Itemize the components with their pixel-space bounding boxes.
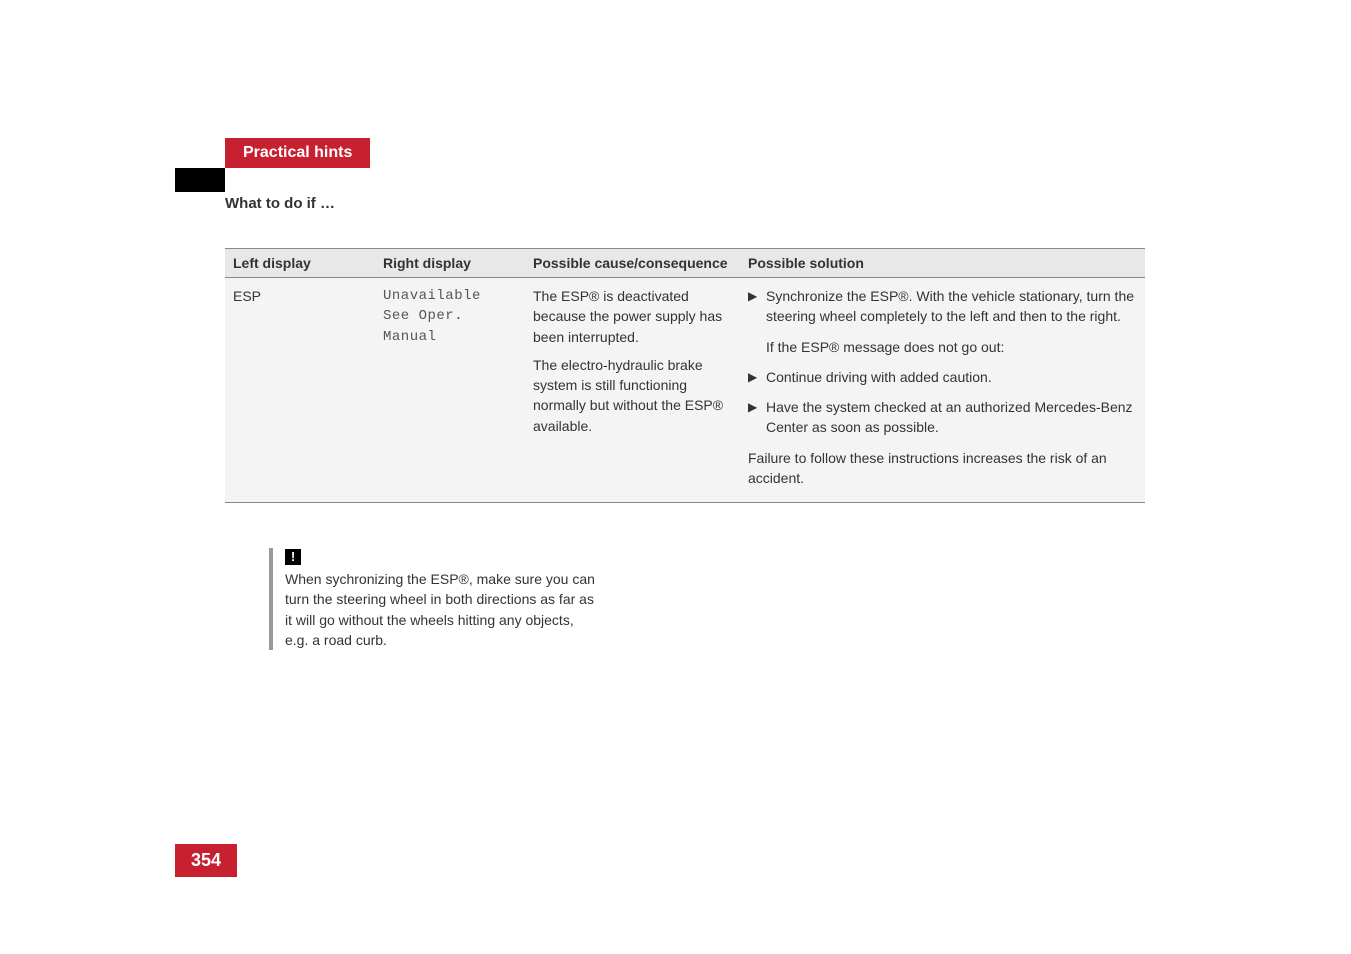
page-subtitle: What to do if … bbox=[225, 195, 335, 212]
solution-bullet-2: ▶ Continue driving with added caution. bbox=[748, 367, 1137, 387]
black-corner-box bbox=[175, 168, 225, 192]
bullet-text-3: Have the system checked at an authorized… bbox=[766, 397, 1137, 438]
header-left-display: Left display bbox=[225, 249, 375, 278]
cell-cause: The ESP® is deactivated because the powe… bbox=[525, 278, 740, 503]
note-block: ! When sychronizing the ESP®, make sure … bbox=[269, 548, 599, 650]
practical-hints-title: Practical hints bbox=[225, 138, 370, 168]
cause-para2: The electro-hydraulic brake system is st… bbox=[533, 355, 732, 436]
diagnostic-table: Left display Right display Possible caus… bbox=[225, 248, 1145, 503]
solution-bullet-1: ▶ Synchronize the ESP®. With the vehicle… bbox=[748, 286, 1137, 327]
triangle-bullet-icon: ▶ bbox=[748, 286, 766, 327]
solution-footer: Failure to follow these instructions inc… bbox=[748, 448, 1137, 489]
cell-right-display: Unavailable See Oper. Manual bbox=[375, 278, 525, 503]
bullet-text-2: Continue driving with added caution. bbox=[766, 367, 1137, 387]
triangle-bullet-icon: ▶ bbox=[748, 397, 766, 438]
cell-solution: ▶ Synchronize the ESP®. With the vehicle… bbox=[740, 278, 1145, 503]
exclamation-icon: ! bbox=[285, 549, 301, 565]
cell-left-display: ESP bbox=[225, 278, 375, 503]
triangle-bullet-icon: ▶ bbox=[748, 367, 766, 387]
bullet-text-1: Synchronize the ESP®. With the vehicle s… bbox=[766, 286, 1137, 327]
right-display-line1: Unavailable bbox=[383, 286, 517, 306]
table-row: ESP Unavailable See Oper. Manual The ESP… bbox=[225, 278, 1145, 503]
cause-para1: The ESP® is deactivated because the powe… bbox=[533, 286, 732, 347]
solution-bullet-3: ▶ Have the system checked at an authoriz… bbox=[748, 397, 1137, 438]
table-header-row: Left display Right display Possible caus… bbox=[225, 249, 1145, 278]
solution-indent: If the ESP® message does not go out: bbox=[766, 337, 1137, 357]
header-right-display: Right display bbox=[375, 249, 525, 278]
note-text: When sychronizing the ESP®, make sure yo… bbox=[285, 569, 599, 650]
page-number: 354 bbox=[175, 844, 237, 877]
header-block: Practical hints bbox=[225, 138, 370, 168]
header-cause: Possible cause/consequence bbox=[525, 249, 740, 278]
right-display-line2: See Oper. Manual bbox=[383, 306, 517, 347]
header-solution: Possible solution bbox=[740, 249, 1145, 278]
